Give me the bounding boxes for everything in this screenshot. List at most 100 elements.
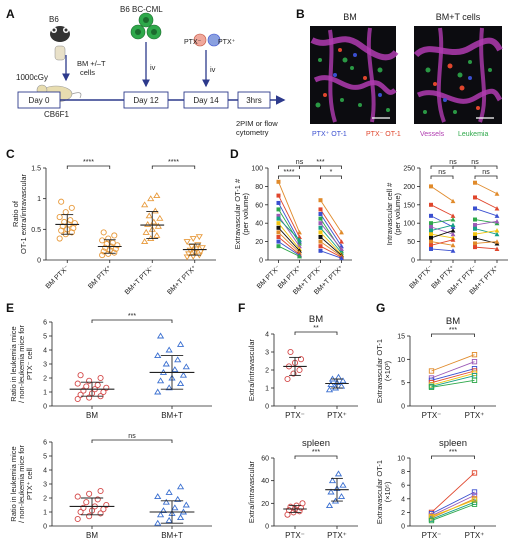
- data-point: [290, 370, 297, 377]
- x-tick-label: PTX⁺: [327, 531, 347, 540]
- data-point: [80, 504, 87, 511]
- paired-line: [278, 218, 300, 241]
- legend-ptx-minus: PTX⁻ OT-1: [366, 131, 401, 138]
- data-point: [429, 221, 433, 226]
- data-point: [473, 217, 477, 222]
- panel-label-g: G: [376, 301, 385, 315]
- paired-line: [431, 491, 475, 515]
- data-point: [154, 519, 162, 526]
- data-point: [153, 232, 161, 238]
- paired-line: [430, 239, 454, 246]
- data-point: [77, 372, 84, 379]
- significance-label: ****: [168, 159, 179, 166]
- y-tick-label: 60: [255, 202, 263, 209]
- legend-vessels: Vessels: [420, 131, 445, 138]
- paired-line: [278, 241, 300, 256]
- paired-line: [474, 237, 498, 244]
- data-point: [471, 501, 478, 507]
- y-axis-label: Intravascular cell #: [385, 182, 394, 245]
- paired-line: [474, 197, 498, 209]
- data-point: [494, 218, 500, 224]
- y-axis-label: OT-1 extra/intravascular: [19, 173, 28, 254]
- paired-line: [320, 232, 342, 255]
- significance-label: ***: [316, 159, 324, 166]
- timeline-day0: Day 0: [29, 96, 50, 105]
- panel-b-images: BM BM+T cells: [310, 12, 503, 138]
- data-point: [471, 489, 478, 495]
- data-point: [276, 207, 281, 212]
- data-point: [99, 252, 106, 259]
- y-axis-label: Extra/intravascular: [247, 460, 256, 523]
- x-tick-label: PTX⁻: [285, 411, 305, 420]
- image-title-bm: BM: [343, 12, 357, 22]
- paired-line: [320, 209, 342, 242]
- data-point: [141, 238, 149, 245]
- data-point: [318, 212, 323, 216]
- y-tick-label: 2: [43, 496, 47, 503]
- data-point: [74, 493, 81, 500]
- x-tick-label: PTX⁻: [285, 531, 305, 540]
- data-point: [429, 202, 433, 207]
- chart-e-ptx-minus-ratio: 0 1 2 3 4 5 6 BM BM+T Ratio in leukemia mice / non…: [9, 313, 212, 420]
- y-axis-label: PTX⁻ cell: [25, 348, 34, 380]
- data-point: [334, 470, 343, 477]
- data-point: [285, 507, 293, 514]
- y-tick-label: 0: [37, 258, 41, 265]
- data-point: [86, 490, 93, 497]
- data-point: [156, 332, 165, 339]
- data-point: [429, 224, 433, 229]
- data-point: [165, 488, 173, 495]
- data-point: [471, 470, 478, 476]
- y-tick-label: 250: [403, 166, 415, 173]
- data-point: [100, 229, 107, 236]
- data-point: [297, 237, 302, 242]
- paired-line: [278, 209, 300, 244]
- x-tick-label: PTX⁺: [465, 411, 485, 420]
- data-point: [494, 246, 500, 251]
- significance-label: **: [313, 325, 319, 332]
- significance-label: ***: [449, 449, 457, 456]
- y-tick-label: 3: [265, 350, 269, 357]
- data-point: [339, 377, 347, 384]
- paired-line: [430, 248, 454, 252]
- timeline-3hrs: 3hrs: [246, 96, 262, 105]
- panel-label-e: E: [6, 301, 14, 315]
- data-point: [471, 377, 478, 383]
- data-point: [299, 500, 306, 507]
- data-point: [276, 244, 281, 249]
- y-tick-label: 0: [43, 404, 47, 411]
- data-point: [471, 359, 478, 365]
- data-point: [56, 235, 63, 242]
- x-tick-label: BM: [86, 411, 98, 420]
- data-point: [99, 237, 106, 244]
- data-point: [494, 231, 500, 237]
- paired-line: [430, 186, 454, 202]
- data-point: [450, 213, 456, 218]
- legend-ptx-plus: PTX⁺ OT-1: [312, 131, 347, 138]
- y-tick-label: 0: [43, 524, 47, 531]
- y-tick-label: 2: [265, 368, 269, 375]
- data-point: [428, 384, 435, 390]
- paired-line: [320, 236, 342, 256]
- data-point: [183, 239, 191, 246]
- y-tick-label: 80: [255, 184, 263, 191]
- data-point: [473, 235, 477, 240]
- data-point: [189, 253, 197, 260]
- y-axis-label: Ratio in leukemia mice: [9, 326, 18, 401]
- paired-line: [430, 230, 454, 239]
- x-tick-label: PTX⁺: [465, 531, 485, 540]
- data-point: [189, 236, 197, 242]
- data-point: [450, 242, 456, 248]
- data-point: [156, 214, 164, 221]
- paired-line: [431, 503, 475, 521]
- data-point: [325, 386, 334, 393]
- x-tick-label: BM+T PTX⁺: [166, 264, 198, 296]
- chart-f-bm: 0 1 2 3 4 PTX⁻ PTX⁺ Extra/intravascular BM**: [247, 314, 358, 420]
- data-point: [318, 230, 323, 235]
- y-tick-label: 0: [265, 404, 269, 411]
- paired-line: [320, 250, 342, 259]
- data-point: [62, 209, 69, 216]
- paired-line: [431, 379, 475, 388]
- host-label: CB6F1: [44, 110, 69, 119]
